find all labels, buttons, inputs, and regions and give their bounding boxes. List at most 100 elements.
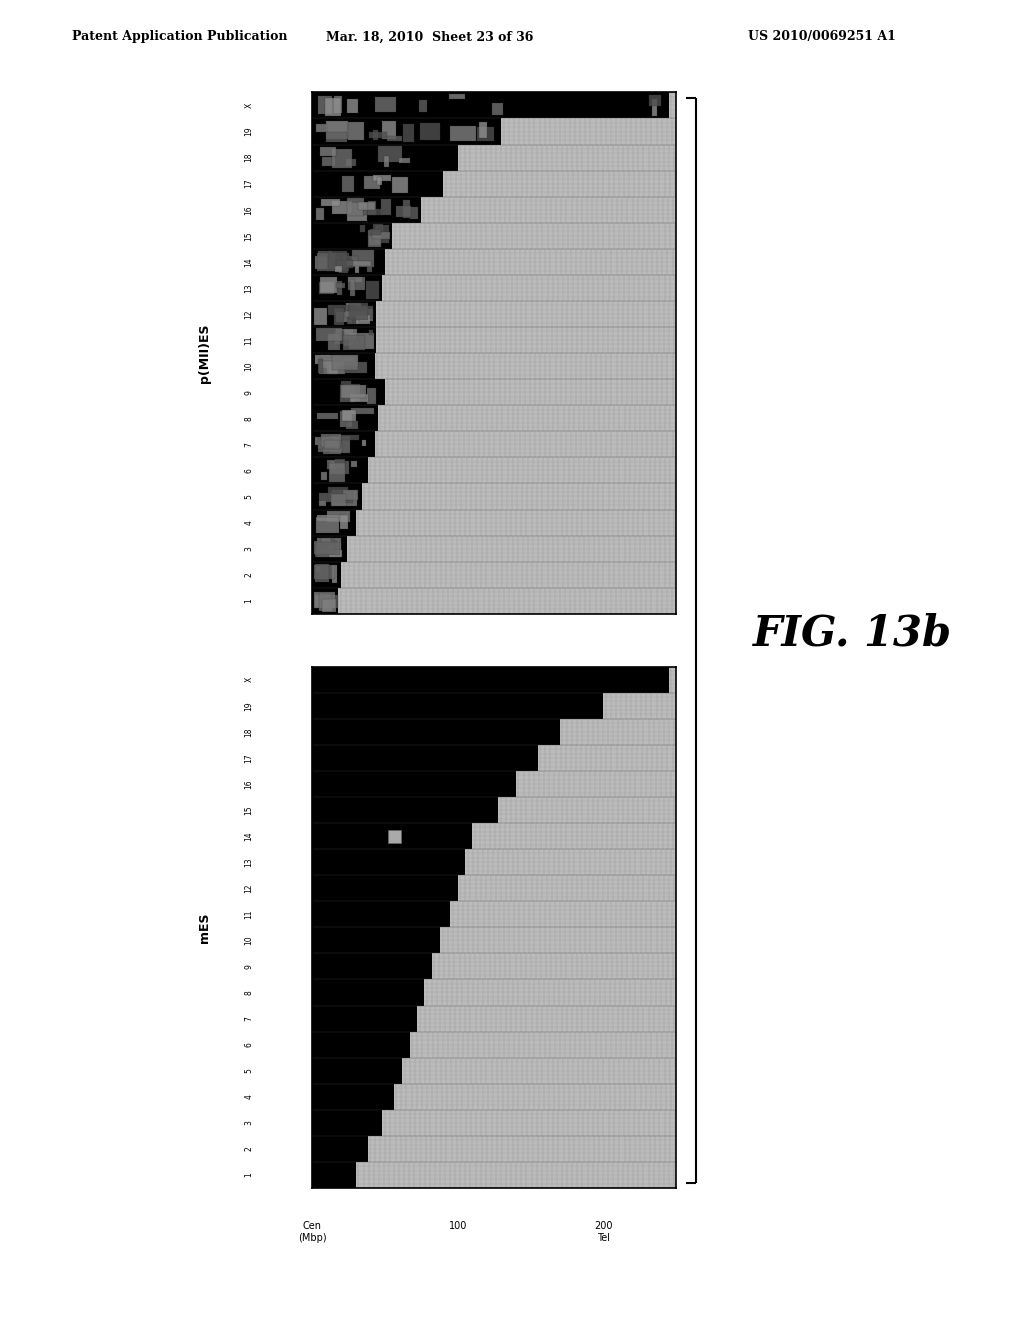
Bar xyxy=(321,147,336,156)
Text: 18: 18 xyxy=(245,153,253,162)
Bar xyxy=(314,565,336,579)
Bar xyxy=(373,129,378,140)
Bar xyxy=(368,388,376,404)
Bar xyxy=(335,267,342,272)
Bar xyxy=(317,359,323,374)
Bar xyxy=(451,127,475,141)
Bar xyxy=(458,144,676,170)
Bar xyxy=(336,312,352,322)
Bar xyxy=(370,132,387,137)
Bar xyxy=(368,201,376,215)
Bar xyxy=(451,902,676,927)
Bar xyxy=(422,197,676,223)
Bar xyxy=(424,979,676,1006)
Bar xyxy=(322,599,336,612)
Bar xyxy=(465,849,676,875)
Bar xyxy=(381,199,391,215)
Bar xyxy=(349,334,375,348)
Bar xyxy=(385,379,676,405)
Bar xyxy=(332,201,352,214)
Bar xyxy=(315,565,322,572)
Bar xyxy=(315,548,337,557)
Bar xyxy=(361,440,367,446)
Bar xyxy=(402,1057,676,1084)
Bar xyxy=(335,356,355,366)
Bar xyxy=(351,462,357,467)
Text: Patent Application Publication: Patent Application Publication xyxy=(72,30,287,44)
Bar xyxy=(417,1006,676,1032)
Bar xyxy=(338,434,359,441)
Bar xyxy=(373,224,383,239)
Bar xyxy=(329,550,342,557)
Bar xyxy=(347,198,364,215)
Text: 5: 5 xyxy=(245,1068,253,1073)
Text: 6: 6 xyxy=(245,1043,253,1047)
Bar xyxy=(328,544,334,554)
Text: 14: 14 xyxy=(245,832,253,841)
Bar xyxy=(479,123,487,139)
Bar xyxy=(316,124,327,132)
Bar xyxy=(329,305,354,315)
Bar xyxy=(329,463,344,482)
Text: 15: 15 xyxy=(245,231,253,240)
Bar xyxy=(385,248,676,275)
Bar xyxy=(360,224,366,232)
Bar xyxy=(420,123,439,140)
Text: 8: 8 xyxy=(245,990,253,995)
Text: 17: 17 xyxy=(245,752,253,763)
Bar xyxy=(324,437,341,454)
Bar xyxy=(336,260,353,268)
Bar xyxy=(492,103,503,115)
Text: 8: 8 xyxy=(245,416,253,421)
Bar xyxy=(440,927,676,953)
Bar xyxy=(327,511,350,521)
Text: 4: 4 xyxy=(245,1094,253,1100)
Bar xyxy=(396,206,412,216)
Bar xyxy=(368,230,381,247)
Bar xyxy=(322,543,339,553)
Bar xyxy=(341,381,350,388)
Bar xyxy=(350,395,369,403)
Bar xyxy=(375,352,676,379)
Bar xyxy=(328,251,347,269)
Bar xyxy=(367,263,372,272)
Bar xyxy=(316,515,341,521)
Bar xyxy=(336,282,345,288)
Text: p(MII)ES: p(MII)ES xyxy=(199,323,211,383)
Bar xyxy=(348,306,373,319)
Bar xyxy=(319,593,333,611)
Text: X: X xyxy=(245,103,253,108)
Bar xyxy=(315,564,330,582)
Bar xyxy=(346,421,357,429)
Bar xyxy=(384,156,389,166)
Text: 100: 100 xyxy=(449,1221,467,1232)
Bar xyxy=(326,120,348,140)
Bar xyxy=(339,587,676,614)
Bar xyxy=(356,1162,676,1188)
Bar xyxy=(410,1032,676,1057)
Bar xyxy=(652,99,656,116)
Bar xyxy=(378,405,676,432)
Bar xyxy=(329,537,334,553)
Bar xyxy=(377,177,382,185)
Text: 3: 3 xyxy=(245,546,253,550)
Bar xyxy=(345,261,371,267)
Bar xyxy=(344,384,360,401)
Bar xyxy=(347,203,367,220)
Bar xyxy=(368,1135,676,1162)
Bar xyxy=(538,744,676,771)
Bar xyxy=(392,223,676,248)
Bar xyxy=(316,253,336,271)
Bar xyxy=(342,411,356,421)
Bar xyxy=(350,279,355,297)
Bar xyxy=(335,459,345,469)
Text: FIG. 13b: FIG. 13b xyxy=(753,612,951,655)
Bar xyxy=(323,157,335,166)
Bar xyxy=(346,158,356,166)
Bar xyxy=(316,517,339,533)
Bar xyxy=(370,228,381,235)
Bar xyxy=(333,541,341,554)
Bar xyxy=(516,771,676,797)
Bar xyxy=(361,483,676,510)
Bar xyxy=(333,355,358,370)
